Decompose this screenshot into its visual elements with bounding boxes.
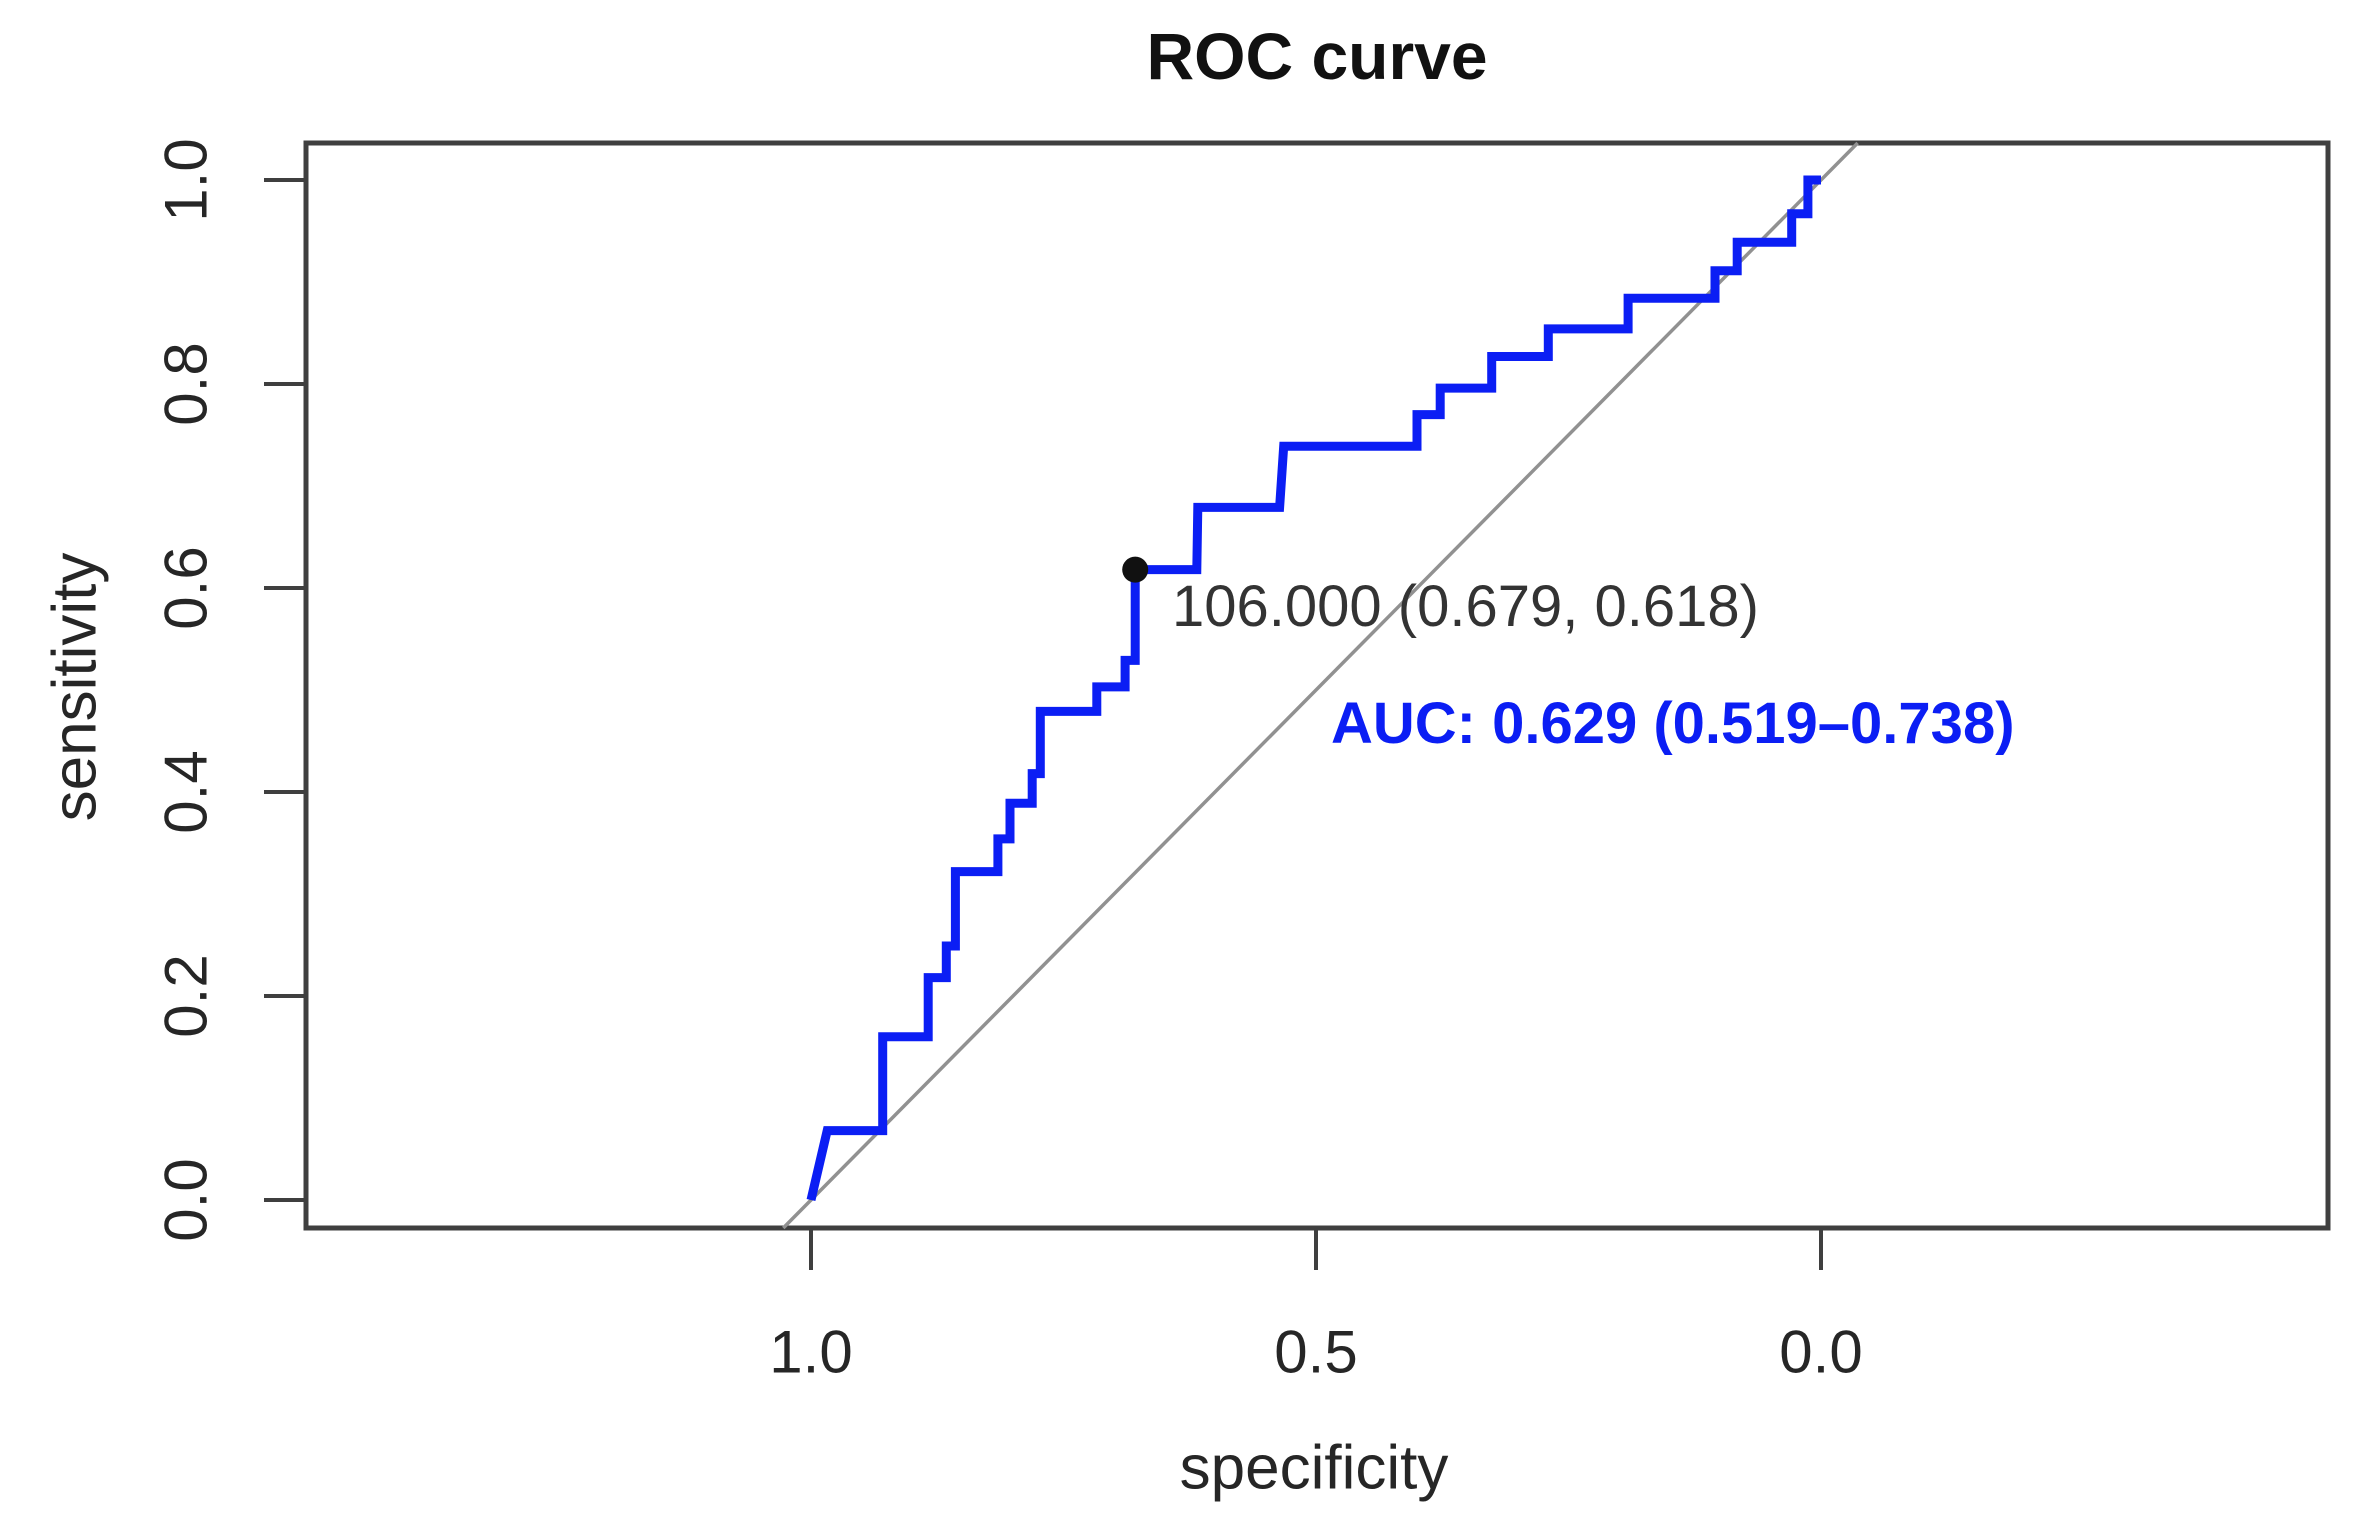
y-tick-label: 1.0 [153,138,220,221]
y-tick-label: 0.6 [153,546,220,629]
x-axis-label: specificity [1179,1433,1449,1503]
chance-diagonal-line [782,141,1859,1230]
x-tick-label: 1.0 [769,1319,852,1386]
threshold-marker-label: 106.000 (0.679, 0.618) [1172,574,1759,639]
chart-title: ROC curve [1146,19,1488,93]
y-axis-label: sensitivity [40,552,110,822]
y-tick-label: 0.8 [153,342,220,425]
y-tick-label: 0.4 [153,750,220,833]
auc-annotation: AUC: 0.629 (0.519–0.738) [1331,691,2015,756]
threshold-marker-point [1122,556,1149,583]
y-tick-label: 0.2 [153,954,220,1037]
y-tick-label: 0.0 [153,1158,220,1241]
plot-box [303,140,2331,1231]
x-tick-label: 0.0 [1779,1319,1862,1386]
x-tick-label: 0.5 [1274,1319,1357,1386]
